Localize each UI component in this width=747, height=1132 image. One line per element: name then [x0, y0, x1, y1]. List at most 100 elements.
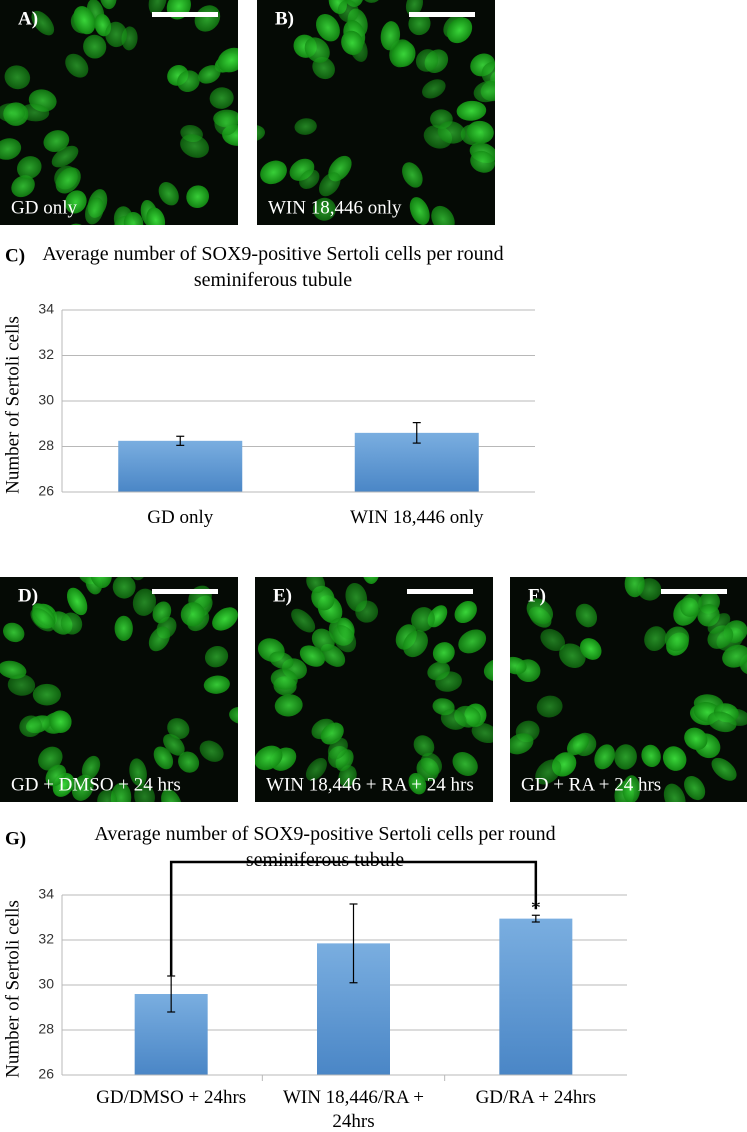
nucleus — [257, 124, 265, 142]
nucleus — [471, 722, 493, 744]
nucleus — [66, 587, 88, 616]
micrograph — [255, 577, 493, 802]
chart-label: C) — [5, 245, 25, 266]
nucleus — [684, 727, 708, 750]
micrograph — [257, 0, 524, 225]
x-tick-label-box: WIN 18,446 only — [350, 507, 484, 528]
micrograph-panel: E) WIN 18,446 + RA + 24 hrs — [255, 577, 493, 802]
panel-caption: GD + DMSO + 24 hrs — [11, 774, 181, 795]
nucleus — [132, 588, 157, 616]
scale-bar — [409, 12, 475, 17]
nucleus — [3, 622, 25, 643]
x-tick-label: WIN 18,446/RA + 24hrs — [282, 1087, 425, 1132]
y-axis-title: Number of Sertoli cells — [2, 316, 23, 494]
nucleus — [177, 70, 200, 93]
panel-label: B) — [275, 8, 294, 29]
nucleus — [496, 117, 524, 137]
y-axis-title: Number of Sertoli cells — [2, 900, 23, 1078]
nucleus — [180, 134, 209, 158]
nucleus — [575, 603, 598, 628]
nucleus — [473, 80, 495, 103]
nucleus — [31, 10, 55, 36]
nucleus — [458, 629, 487, 654]
nucleus — [229, 706, 238, 725]
nucleus — [510, 656, 527, 675]
nucleus — [255, 745, 283, 771]
nucleus — [707, 711, 737, 733]
micrograph-panel: A) GD only — [0, 0, 238, 225]
nucleus — [622, 775, 641, 802]
nucleus — [440, 709, 467, 730]
nucleus — [680, 593, 703, 617]
nucleus — [341, 30, 364, 56]
nucleus — [194, 5, 221, 32]
chart-title: Average number of SOX9-positive Sertoli … — [94, 823, 556, 871]
nucleus — [535, 759, 562, 785]
nucleus — [180, 602, 205, 627]
nucleus — [291, 608, 316, 633]
y-tick-label: 32 — [38, 346, 54, 362]
nucleus — [209, 87, 234, 109]
bar — [499, 918, 573, 1075]
nucleus — [0, 138, 22, 160]
x-tick-label-box: GD/RA + 24hrs — [475, 1087, 597, 1108]
nucleus — [148, 626, 171, 652]
nucleus — [380, 21, 401, 51]
nucleus — [134, 783, 155, 802]
nucleus — [641, 744, 661, 768]
nucleus — [559, 643, 586, 668]
nucleus — [274, 694, 303, 717]
nucleus — [432, 642, 455, 664]
nucleus — [306, 577, 326, 594]
nucleus — [85, 197, 104, 225]
nucleus — [481, 61, 495, 86]
nucleus — [30, 607, 55, 632]
nucleus — [110, 782, 132, 802]
nucleus — [614, 744, 637, 770]
nucleus — [707, 613, 731, 634]
nucleus — [711, 757, 737, 781]
nucleus — [83, 34, 107, 59]
scale-bar — [661, 589, 727, 594]
nucleus — [178, 751, 200, 773]
nucleus — [71, 774, 94, 801]
panel-label: E) — [273, 585, 292, 606]
panel-caption: GD + RA + 24 hrs — [521, 774, 661, 795]
nucleus — [260, 160, 287, 185]
nucleus — [579, 638, 602, 660]
nucleus — [409, 197, 430, 225]
nucleus — [99, 0, 117, 10]
y-tick-label: 30 — [38, 976, 54, 992]
nucleus — [332, 625, 357, 653]
nucleus — [7, 674, 36, 696]
nucleus — [64, 190, 87, 214]
nucleus — [65, 53, 89, 78]
panel-caption: GD only — [11, 197, 77, 218]
y-tick-label: 28 — [38, 1021, 54, 1037]
nucleus — [60, 612, 83, 635]
nucleus — [662, 746, 687, 771]
nucleus — [97, 789, 117, 802]
error-bar — [412, 422, 421, 444]
nucleus — [402, 630, 428, 658]
nucleus — [435, 671, 462, 692]
micrograph-panel: B) WIN 18,446 only — [257, 0, 524, 225]
nucleus — [566, 734, 589, 756]
error-bar — [349, 903, 358, 984]
nucleus — [214, 111, 238, 136]
micrograph-panel: D) GD + DMSO + 24 hrs — [0, 577, 238, 802]
chart-title: Average number of SOX9-positive Sertoli … — [42, 243, 504, 291]
nucleus — [526, 598, 554, 625]
x-tick-label: GD/RA + 24hrs — [475, 1087, 597, 1108]
nucleus — [391, 41, 416, 67]
nucleus — [312, 197, 336, 221]
nucleus — [402, 162, 423, 188]
nucleus — [594, 744, 615, 770]
nucleus — [536, 695, 563, 718]
nucleus — [158, 182, 179, 206]
bar — [118, 440, 243, 492]
nucleus — [146, 207, 166, 225]
nucleus — [294, 118, 317, 135]
